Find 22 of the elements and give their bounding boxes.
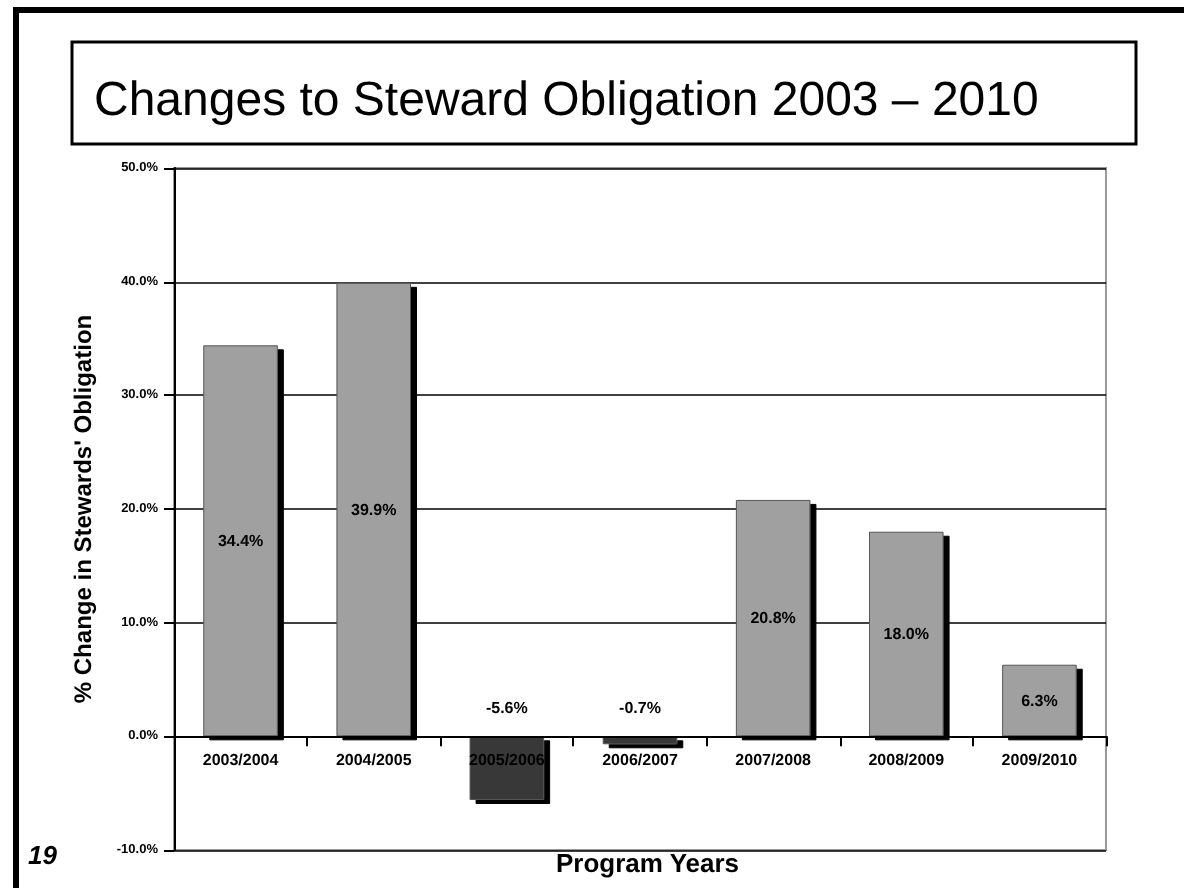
x-tick-label: 2007/2008 [735, 751, 813, 770]
bar [336, 282, 411, 737]
data-label: 6.3% [1021, 691, 1058, 710]
x-tick-label: 2006/2007 [602, 751, 679, 770]
bar [203, 345, 278, 737]
data-label: 18.0% [883, 625, 929, 644]
data-label: -5.6% [485, 699, 528, 718]
x-tick-label: 2004/2005 [335, 751, 413, 770]
data-label: 34.4% [217, 531, 264, 550]
x-tick-label: 2009/2010 [1001, 751, 1079, 770]
x-tick-label: 2008/2009 [868, 751, 946, 770]
data-label: 20.8% [750, 609, 796, 628]
bar [869, 531, 944, 737]
chart-title: Changes to Steward Obligation 2003 – 2010 [94, 73, 1039, 127]
data-label: 39.9% [351, 500, 397, 519]
x-axis-title: Program Years [556, 848, 740, 878]
bar [1002, 664, 1077, 737]
text: 19 [28, 840, 59, 870]
y-axis-title: % Change in Stewards' Obligation [69, 314, 98, 704]
x-tick-label: 2003/2004 [202, 751, 280, 770]
bar [735, 499, 811, 737]
data-label: -0.7% [619, 699, 661, 718]
